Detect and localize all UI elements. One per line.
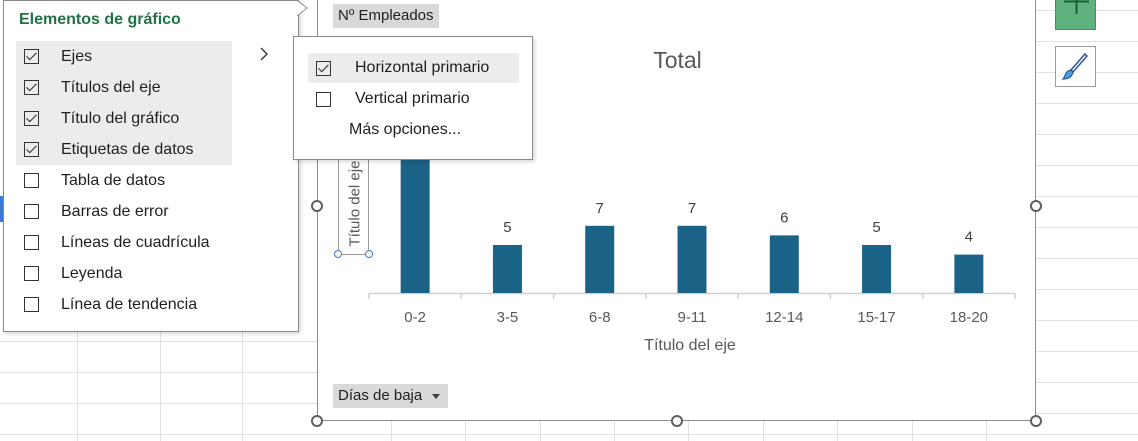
- data-label[interactable]: 5: [872, 219, 880, 236]
- paintbrush-icon: [1061, 52, 1089, 80]
- data-label[interactable]: 4: [965, 229, 973, 246]
- bar-9-11[interactable]: [677, 225, 707, 293]
- bar-0-2[interactable]: [400, 150, 430, 293]
- checkbox-gridlines[interactable]: [24, 235, 39, 250]
- element-item-trendline[interactable]: Línea de tendencia: [16, 289, 232, 320]
- chart-elements-panel: Elementos de gráfico Ejes Títulos del ej…: [3, 0, 299, 332]
- panel-title: Elementos de gráfico: [19, 11, 181, 28]
- element-item-label: Títulos del eje: [61, 78, 161, 96]
- field-button-employees-label: Nº Empleados: [338, 7, 434, 24]
- element-item-legend[interactable]: Leyenda: [16, 258, 232, 289]
- bar-6-8[interactable]: [585, 225, 615, 293]
- dropdown-arrow-icon: [432, 393, 441, 399]
- submenu-item-horizontal[interactable]: Horizontal primario: [308, 53, 519, 83]
- resize-handle[interactable]: [334, 250, 342, 258]
- x-axis-title[interactable]: Título del eje: [644, 337, 736, 354]
- element-item-data-table[interactable]: Tabla de datos: [16, 165, 232, 196]
- bar-12-14[interactable]: [769, 235, 799, 293]
- checkbox-data-table[interactable]: [24, 173, 39, 188]
- submenu-more-options-label: Más opciones...: [349, 121, 462, 138]
- data-label[interactable]: 6: [780, 209, 788, 226]
- field-button-days-label: Días de baja: [338, 387, 423, 404]
- element-item-data-labels[interactable]: Etiquetas de datos: [16, 134, 232, 165]
- element-item-label: Líneas de cuadrícula: [61, 233, 210, 251]
- resize-handle[interactable]: [1030, 200, 1042, 212]
- element-item-label: Título del gráfico: [61, 109, 180, 127]
- checkbox-trendline[interactable]: [24, 297, 39, 312]
- submenu-item-vertical[interactable]: Vertical primario: [308, 84, 519, 114]
- submenu-item-label: Vertical primario: [355, 90, 470, 107]
- checkbox-error-bars[interactable]: [24, 204, 39, 219]
- element-item-label: Tabla de datos: [61, 171, 166, 189]
- element-item-chart-title[interactable]: Título del gráfico: [16, 103, 232, 134]
- data-label[interactable]: 7: [688, 200, 696, 217]
- element-item-label: Ejes: [61, 47, 93, 65]
- field-button-employees[interactable]: Nº Empleados: [333, 4, 439, 28]
- element-item-error-bars[interactable]: Barras de error: [16, 196, 232, 227]
- bar-15-17[interactable]: [862, 245, 892, 293]
- data-label[interactable]: 7: [596, 200, 604, 217]
- x-tick-label: 3-5: [497, 309, 519, 326]
- checkbox-chart-title[interactable]: [24, 111, 39, 126]
- element-item-axis-titles[interactable]: Títulos del eje: [16, 72, 232, 103]
- resize-handle[interactable]: [1030, 415, 1042, 427]
- submenu-item-label: Horizontal primario: [355, 59, 490, 76]
- submenu-more-options[interactable]: Más opciones...: [349, 115, 519, 145]
- x-tick-label: 12-14: [765, 309, 803, 326]
- checkbox-vertical-primary[interactable]: [316, 91, 331, 107]
- checkbox-legend[interactable]: [24, 266, 39, 281]
- axes-submenu: Horizontal primario Vertical primario Má…: [293, 36, 533, 160]
- x-tick-label: 0-2: [404, 309, 426, 326]
- chart-styles-button[interactable]: [1055, 46, 1096, 87]
- resize-handle[interactable]: [311, 415, 323, 427]
- element-item-axes[interactable]: Ejes: [16, 41, 232, 72]
- bar-3-5[interactable]: [492, 245, 522, 293]
- checkbox-horizontal-primary[interactable]: [316, 60, 331, 76]
- resize-handle[interactable]: [311, 200, 323, 212]
- element-item-label: Leyenda: [61, 264, 123, 282]
- chart-title[interactable]: Total: [653, 47, 702, 73]
- field-button-days[interactable]: Días de baja: [333, 384, 449, 408]
- element-item-label: Etiquetas de datos: [61, 140, 194, 158]
- resize-handle[interactable]: [671, 415, 683, 427]
- checkbox-axes[interactable]: [24, 49, 39, 64]
- element-item-label: Línea de tendencia: [61, 295, 198, 313]
- x-tick-label: 15-17: [857, 309, 895, 326]
- x-tick-label: 18-20: [950, 309, 988, 326]
- element-item-label: Barras de error: [61, 202, 169, 220]
- resize-handle[interactable]: [365, 250, 373, 258]
- plus-icon: [1064, 0, 1089, 14]
- chevron-right-icon[interactable]: [259, 47, 269, 66]
- x-tick-label: 6-8: [589, 309, 611, 326]
- panel-pointer: [297, 0, 308, 16]
- bar-18-20[interactable]: [954, 254, 984, 293]
- chart-elements-button[interactable]: [1055, 0, 1096, 30]
- element-item-gridlines[interactable]: Líneas de cuadrícula: [16, 227, 232, 258]
- checkbox-data-labels[interactable]: [24, 142, 39, 157]
- checkbox-axis-titles[interactable]: [24, 80, 39, 95]
- x-tick-label: 9-11: [678, 309, 707, 326]
- data-label[interactable]: 5: [503, 219, 511, 236]
